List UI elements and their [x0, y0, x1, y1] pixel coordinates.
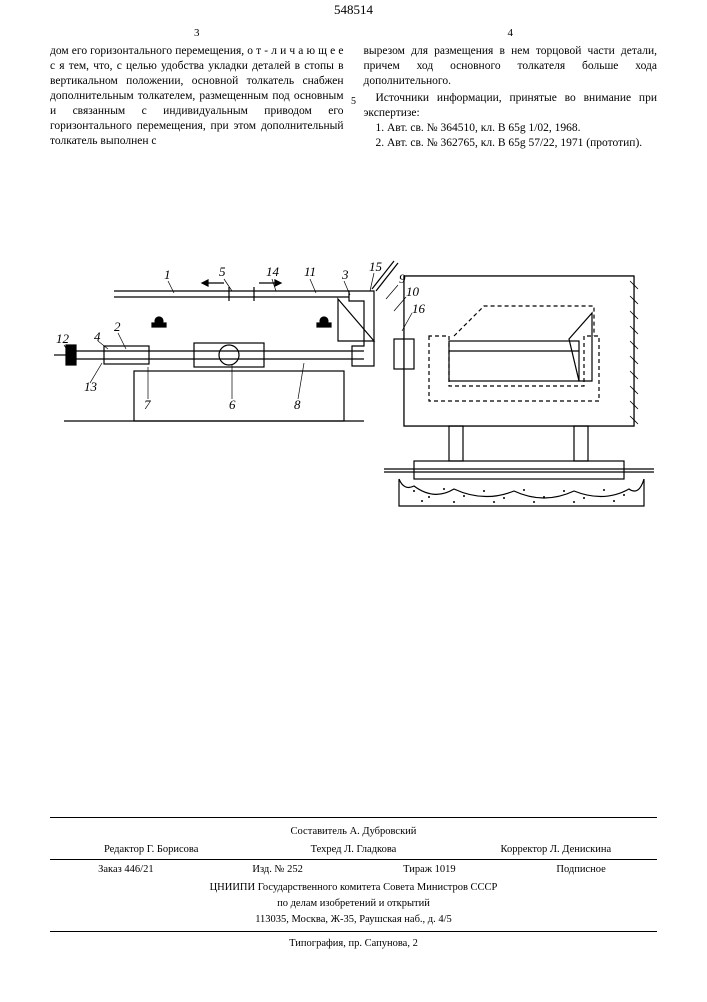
footer-order: Заказ 446/21	[50, 862, 202, 878]
svg-text:16: 16	[412, 301, 426, 316]
footer-org2: по делам изобретений и открытий	[50, 896, 657, 912]
svg-text:7: 7	[144, 397, 151, 412]
line-marker-5: 5	[351, 96, 356, 107]
svg-text:9: 9	[399, 271, 406, 286]
svg-text:14: 14	[266, 264, 280, 279]
ref-2: 2. Авт. св. № 362765, кл. В 65g 57/22, 1…	[364, 136, 658, 151]
svg-text:2: 2	[114, 319, 121, 334]
footer-typo: Типография, пр. Сапунова, 2	[50, 931, 657, 952]
svg-text:1: 1	[164, 267, 171, 282]
svg-text:15: 15	[369, 259, 383, 274]
right-col-sources: Источники информации, принятые во вниман…	[364, 91, 658, 121]
footer-editor: Редактор Г. Борисова	[50, 842, 252, 858]
right-col-text-a: вырезом для размещения в нем торцовой ча…	[364, 44, 658, 89]
svg-text:8: 8	[294, 397, 301, 412]
footer-compiler: Составитель А. Дубровский	[50, 824, 657, 840]
document-number: 548514	[0, 2, 707, 18]
svg-text:3: 3	[341, 267, 349, 282]
svg-text:11: 11	[304, 264, 316, 279]
ref-1: 1. Авт. св. № 364510, кл. В 65g 1/02, 19…	[364, 121, 658, 136]
left-column: 3 дом его горизонтального перемещения, о…	[50, 26, 344, 151]
footer: Составитель А. Дубровский Редактор Г. Бо…	[50, 817, 657, 952]
text-columns: 3 дом его горизонтального перемещения, о…	[0, 26, 707, 151]
footer-subscript: Подписное	[505, 862, 657, 878]
left-col-num: 3	[50, 26, 344, 40]
footer-org1: ЦНИИПИ Государственного комитета Совета …	[50, 880, 657, 896]
svg-text:12: 12	[56, 331, 70, 346]
footer-tech: Техред Л. Гладкова	[252, 842, 454, 858]
right-col-num: 4	[364, 26, 658, 40]
svg-text:4: 4	[94, 329, 101, 344]
footer-tirazh: Тираж 1019	[354, 862, 506, 878]
footer-izd: Изд. № 252	[202, 862, 354, 878]
footer-addr: 113035, Москва, Ж-35, Раушская наб., д. …	[50, 912, 657, 928]
left-col-text: дом его горизонтального перемещения, о т…	[50, 44, 344, 149]
right-column: 4 вырезом для размещения в нем торцовой …	[364, 26, 658, 151]
svg-text:5: 5	[219, 264, 226, 279]
svg-text:10: 10	[406, 284, 420, 299]
technical-diagram: 1 2 3 4 5 6 7 8 9 10 11 12 13 14 15 16	[54, 191, 654, 511]
footer-corrector: Корректор Л. Денискина	[455, 842, 657, 858]
svg-text:6: 6	[229, 397, 236, 412]
